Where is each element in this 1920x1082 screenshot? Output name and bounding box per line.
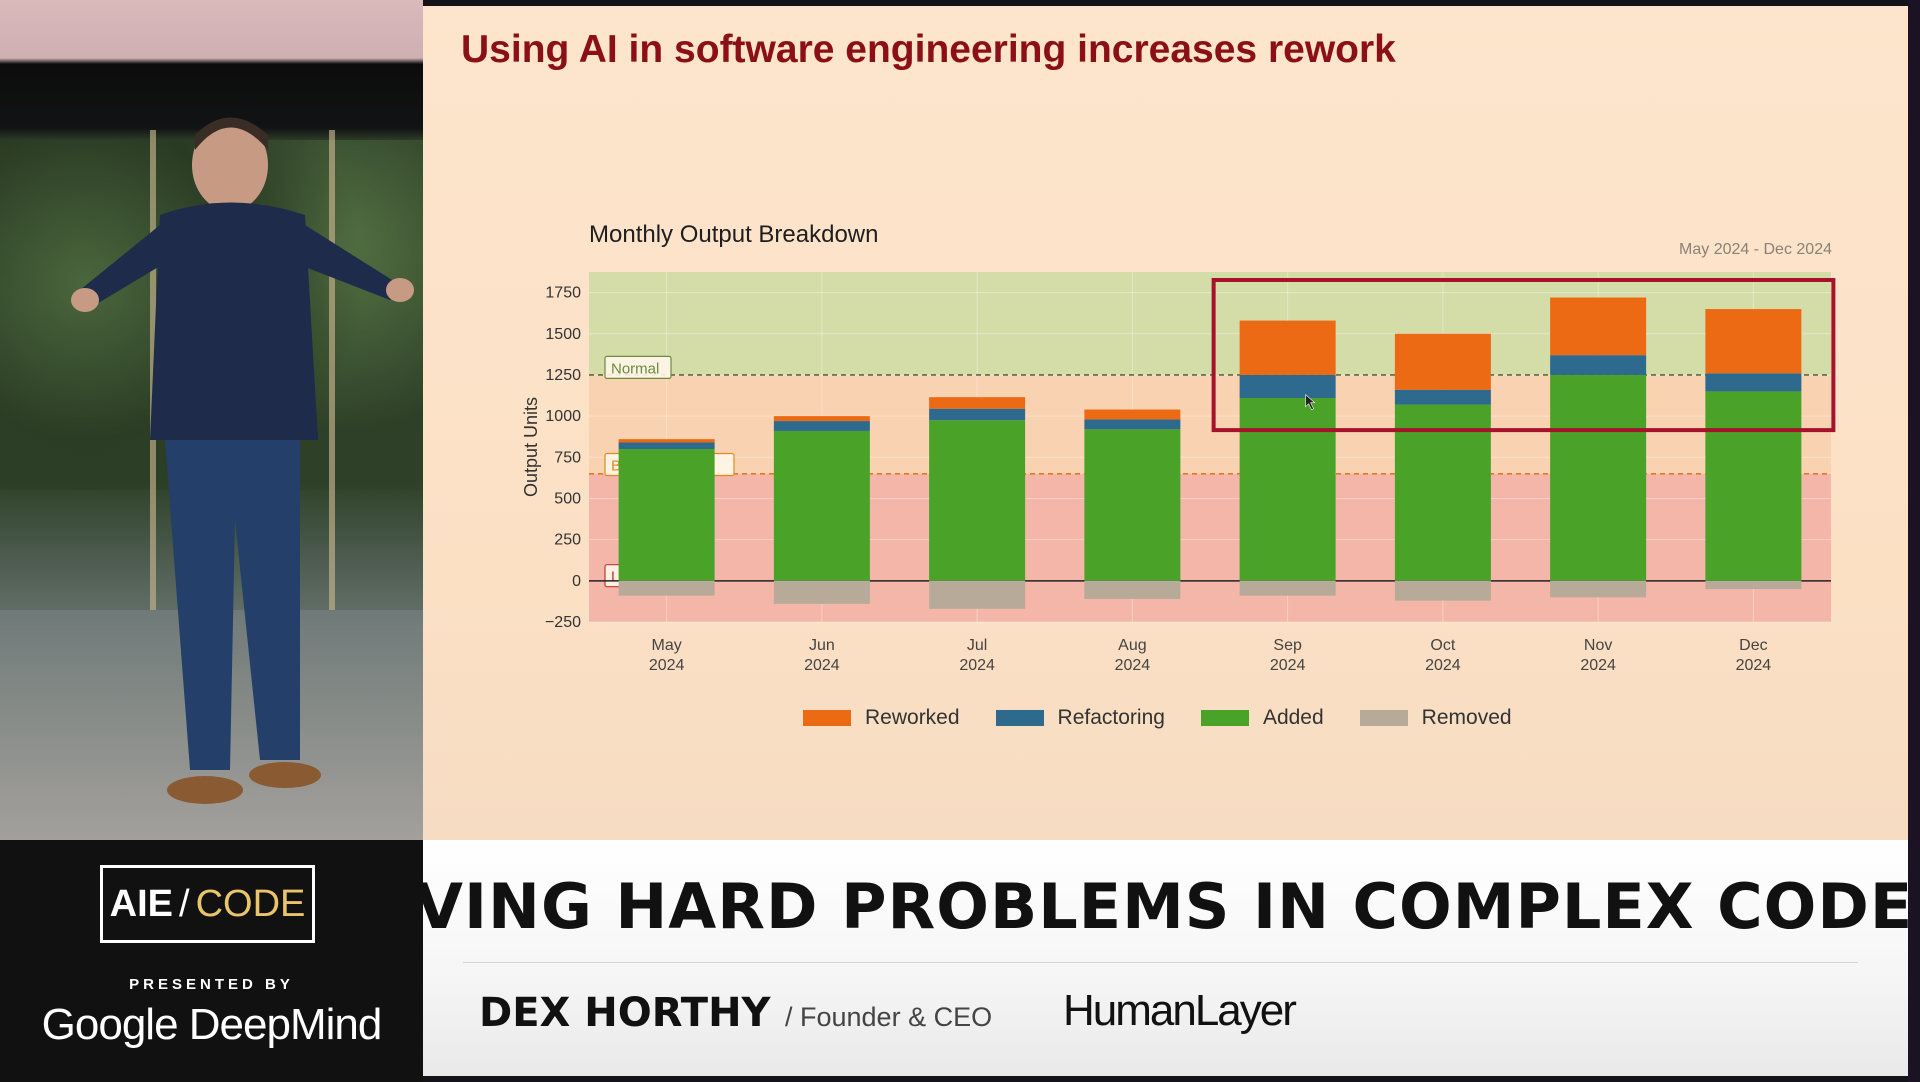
bar-refactoring: [618, 442, 715, 450]
x-tick-label: Jun: [809, 637, 835, 654]
bar-reworked: [1705, 309, 1802, 374]
legend-item-reworked: Reworked: [803, 706, 960, 730]
legend-item-refactoring: Refactoring: [995, 706, 1165, 730]
bar-refactoring: [929, 408, 1026, 421]
chart-title: Monthly Output Breakdown: [589, 221, 879, 248]
bar-added: [1084, 429, 1181, 581]
bar-removed: [773, 580, 870, 604]
x-tick-label: Nov: [1584, 637, 1612, 654]
bar-reworked: [1084, 409, 1181, 420]
window-frame: [150, 130, 335, 610]
aie-code-logo: AIE / CODE: [100, 865, 315, 943]
bar-added: [1239, 398, 1336, 581]
bar-reworked: [773, 416, 870, 422]
y-axis-label: Output Units: [521, 397, 541, 497]
y-tick-label: 1750: [545, 285, 581, 302]
bar-refactoring: [773, 421, 870, 431]
x-tick-label: Dec: [1739, 637, 1767, 654]
legend-swatch: [1359, 710, 1408, 726]
x-tick-label: 2024: [1580, 657, 1616, 674]
legend-swatch: [1200, 710, 1249, 726]
y-tick-label: 1500: [545, 326, 581, 343]
legend-label: Refactoring: [1057, 706, 1165, 729]
speaker-name: DEX HORTHY: [479, 990, 771, 1036]
google-deepmind-logo: Google DeepMind: [41, 1000, 383, 1049]
bar-removed: [1550, 580, 1647, 598]
talk-title: VING HARD PROBLEMS IN COMPLEX CODEBASE: [423, 870, 1908, 943]
bar-removed: [1394, 580, 1491, 601]
mouse-cursor-icon: [1305, 394, 1316, 411]
highlight-box: [1211, 278, 1836, 433]
y-tick-label: −250: [545, 614, 581, 631]
x-tick-label: 2024: [1736, 657, 1772, 674]
legend-label: Reworked: [865, 706, 960, 729]
legend-label: Removed: [1421, 706, 1512, 729]
band-label-box: [604, 355, 672, 379]
event-separator: /: [179, 882, 190, 925]
chart-legend: Reworked Refactoring Added Removed: [803, 706, 1512, 730]
x-tick-label: 2024: [959, 657, 995, 674]
bar-refactoring: [1394, 389, 1491, 405]
speaker-role: / Founder & CEO: [785, 1002, 993, 1032]
presented-by-label: PRESENTED BY: [129, 976, 294, 993]
x-tick-label: 2024: [1270, 657, 1306, 674]
chart-subtitle: May 2024 - Dec 2024: [1679, 241, 1832, 258]
legend-swatch: [803, 710, 851, 726]
bar-reworked: [1239, 320, 1336, 375]
presentation-slide: Using AI in software engineering increas…: [423, 6, 1908, 840]
y-tick-label: 250: [554, 532, 581, 549]
x-tick-label: 2024: [804, 657, 840, 674]
bar-removed: [1239, 580, 1336, 596]
y-tick-label: 750: [554, 449, 581, 466]
bar-reworked: [1550, 297, 1647, 356]
legend-item-removed: Removed: [1359, 706, 1512, 730]
y-tick-label: 500: [554, 490, 581, 507]
speaker-figure: [71, 117, 414, 804]
bar-removed: [618, 580, 715, 596]
legend-swatch: [995, 710, 1044, 726]
event-left: AIE: [109, 882, 173, 925]
x-tick-label: Oct: [1430, 637, 1455, 654]
speaker-video: [0, 0, 423, 840]
bar-added: [618, 449, 715, 581]
x-tick-label: Sep: [1273, 637, 1302, 654]
y-tick-label: 1250: [545, 367, 581, 384]
bar-added: [773, 430, 870, 581]
band-label: Normal: [611, 360, 659, 377]
y-tick-label: 1000: [545, 408, 581, 425]
chart-canvas: LowBelow AverageNormalMay2024Jun2024Jul2…: [521, 272, 1836, 674]
x-tick-label: Aug: [1118, 637, 1146, 654]
bar-added: [1705, 391, 1802, 581]
bar-added: [929, 420, 1026, 581]
lower-third-divider: [463, 962, 1858, 963]
bar-added: [1394, 404, 1491, 581]
bar-refactoring: [1550, 355, 1647, 375]
event-right: CODE: [195, 882, 306, 925]
frame-edge: [1908, 0, 1920, 1082]
legend-item-added: Added: [1200, 706, 1324, 730]
bar-added: [1550, 374, 1647, 581]
x-tick-label: May: [652, 637, 682, 654]
bar-removed: [929, 580, 1026, 609]
bar-removed: [1705, 580, 1802, 590]
x-tick-label: Jul: [967, 637, 987, 654]
x-tick-label: 2024: [1425, 657, 1461, 674]
company-logo: HumanLayer: [1063, 986, 1297, 1035]
bar-reworked: [618, 439, 715, 443]
branding-panel: [0, 840, 423, 1082]
bar-reworked: [1394, 333, 1491, 390]
bar-refactoring: [1705, 373, 1802, 392]
slide-title: Using AI in software engineering increas…: [461, 28, 1396, 71]
bar-removed: [1084, 580, 1181, 599]
bar-refactoring: [1239, 374, 1336, 398]
x-tick-label: 2024: [649, 657, 685, 674]
x-tick-label: 2024: [1115, 657, 1151, 674]
y-tick-label: 0: [572, 573, 581, 590]
lower-third-banner: VING HARD PROBLEMS IN COMPLEX CODEBASE D…: [423, 840, 1908, 1076]
legend-label: Added: [1262, 706, 1324, 729]
bar-refactoring: [1084, 419, 1181, 430]
bar-reworked: [929, 397, 1026, 409]
